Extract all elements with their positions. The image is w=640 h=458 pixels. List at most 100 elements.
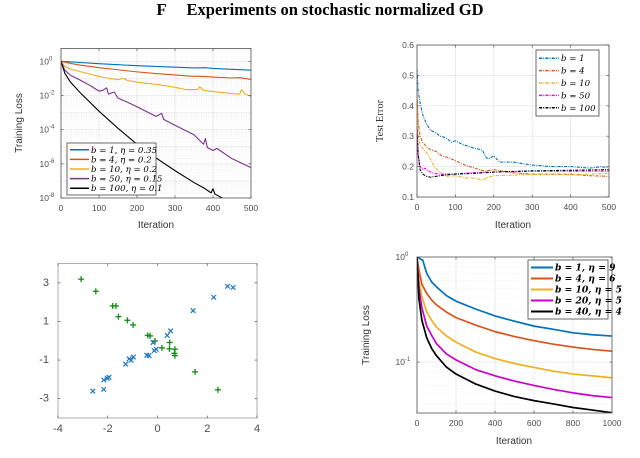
x-tick-label: 800	[566, 418, 580, 428]
y-tick-label: 10	[40, 56, 50, 66]
x-marker	[90, 388, 96, 394]
y-axis-label: Training Loss	[14, 93, 25, 153]
y-tick-label: 10	[40, 193, 50, 203]
plus-marker	[92, 288, 99, 295]
plus-marker	[166, 339, 173, 346]
y-tick-label: 0.5	[402, 70, 414, 80]
x-tick-label: 100	[448, 202, 462, 212]
series-line-4	[417, 127, 609, 175]
marker-stroke	[224, 283, 231, 290]
marker-stroke	[106, 374, 112, 380]
axes-box	[416, 256, 613, 414]
plot-area	[78, 276, 236, 394]
legend-label: b = 1, η = 0.35	[91, 146, 157, 156]
x-marker	[146, 352, 152, 359]
x-marker	[101, 386, 107, 393]
plus-marker	[214, 386, 221, 393]
x-tick-label: 500	[602, 202, 616, 212]
x-tick-label: -4	[53, 423, 63, 435]
y-tick-label: 10	[40, 125, 50, 135]
x-tick-label: 100	[92, 203, 106, 213]
series-line-1	[417, 69, 609, 169]
legend-item: b = 4, η = 6	[531, 274, 616, 285]
plus-marker	[78, 276, 85, 283]
legend-item: b = 10	[539, 79, 591, 89]
series-line-4	[61, 61, 251, 169]
x-marker	[190, 307, 196, 314]
x-tick-label: 400	[564, 202, 578, 212]
legend-item: b = 50, η = 0.15	[70, 175, 163, 185]
y-tick-label: 1	[43, 315, 49, 327]
x-tick-label: -2	[103, 423, 113, 435]
marker-stroke	[101, 386, 107, 393]
y-tick-label: 0.3	[402, 131, 414, 141]
y-tick-label: -3	[39, 393, 49, 405]
series-line-5	[417, 130, 609, 178]
series-line-4	[417, 257, 612, 399]
legend-label: b = 50, η = 0.15	[91, 175, 163, 185]
y-tick-exponent: -8	[49, 193, 55, 199]
legend-item: b = 1, η = 0.35	[70, 146, 157, 156]
x-tick-label: 0	[415, 202, 420, 212]
chart-test-error: 0 100 200 300 400 500 0.1 0.2 0.3 0.4 0.5 0.6 Iterat…	[375, 40, 616, 231]
y-tick-label: 10	[396, 252, 406, 262]
x-axis-label: Iteration	[495, 220, 531, 231]
section-title: F Experiments on stochastic normalized GD	[0, 0, 640, 20]
axes-box	[60, 48, 252, 199]
y-tick-label: 0.4	[402, 101, 414, 111]
legend: b = 1, η = 0.35b = 4, η = 0.2b = 10, η =…	[66, 142, 163, 196]
series-line-3	[417, 96, 609, 181]
marker-stroke	[164, 332, 170, 339]
marker-stroke	[101, 377, 107, 383]
marker-stroke	[190, 307, 196, 314]
x-tick-label: 0	[154, 423, 160, 435]
x-marker	[106, 374, 112, 380]
marker-stroke	[150, 339, 156, 346]
legend: b = 1 b = 4 b = 10 b = 50 b = 100	[535, 49, 600, 117]
series-line-2	[61, 60, 251, 80]
marker-stroke	[153, 346, 159, 352]
y-tick-exponent: 0	[49, 56, 53, 62]
y-tick-exponent: -6	[49, 159, 55, 165]
x-tick-label: 400	[488, 418, 502, 428]
chart-scatter: -4 -2 0 2 4 -3 -1 1 3	[39, 263, 260, 435]
legend-label: b = 20, η = 5	[555, 296, 622, 307]
series-line-5	[417, 257, 612, 413]
plus-marker	[112, 302, 119, 309]
legend-label: b = 100, η = 0.1	[91, 184, 163, 194]
y-tick-label: 3	[43, 277, 49, 289]
legend-item: b = 1	[539, 54, 585, 64]
plus-marker	[192, 368, 199, 375]
plot-area	[417, 257, 612, 413]
x-marker	[210, 294, 217, 301]
legend-item: b = 100	[539, 104, 596, 114]
y-tick-exponent: -1	[405, 357, 411, 363]
series-line-3	[417, 257, 612, 379]
y-tick-label: 10	[40, 90, 50, 100]
x-tick-label: 200	[487, 202, 501, 212]
marker-stroke	[210, 294, 217, 301]
legend-label: b = 50	[561, 91, 591, 101]
x-tick-label: 200	[449, 418, 463, 428]
legend: b = 1, η = 9b = 4, η = 6b = 10, η = 5b =…	[527, 259, 622, 320]
plus-marker	[115, 313, 122, 320]
legend-item: b = 20, η = 5	[531, 296, 622, 307]
series-line-2	[417, 257, 612, 353]
y-tick-label: 0.6	[402, 40, 414, 50]
marker-stroke	[230, 284, 236, 291]
x-tick-label: 4	[254, 423, 260, 435]
marker-stroke	[90, 388, 96, 394]
legend-item: b = 10, η = 0.2	[70, 165, 157, 175]
x-marker	[167, 328, 174, 334]
x-marker	[230, 284, 236, 291]
legend-label: b = 10, η = 0.2	[91, 165, 157, 175]
legend-item: b = 4	[539, 67, 585, 77]
legend-item: b = 1, η = 9	[531, 263, 616, 274]
x-tick-label: 2	[204, 423, 210, 435]
legend-label: b = 40, η = 4	[555, 307, 622, 318]
plus-marker	[171, 352, 178, 359]
x-marker	[224, 283, 231, 290]
legend-label: b = 1, η = 9	[555, 263, 616, 274]
plus-marker	[166, 345, 173, 352]
